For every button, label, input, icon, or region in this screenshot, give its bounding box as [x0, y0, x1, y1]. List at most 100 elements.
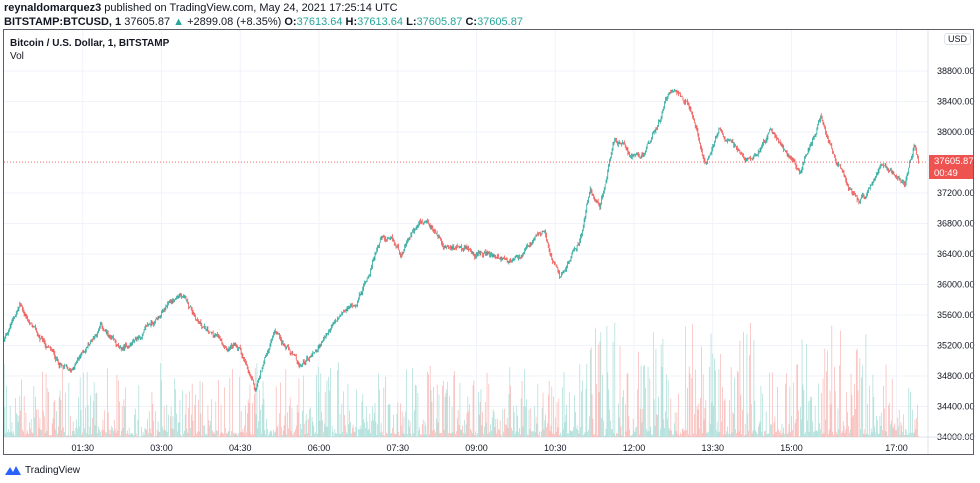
volume-bar [552, 433, 554, 437]
volume-bar [280, 382, 281, 437]
volume-bar [146, 429, 148, 437]
volume-bar [567, 433, 568, 437]
volume-bar [70, 416, 71, 437]
volume-bar [495, 419, 497, 437]
price-tick-label: 36800.00 [937, 219, 975, 229]
volume-bar [361, 401, 363, 437]
volume-bar [775, 432, 777, 437]
volume-bar [718, 369, 720, 437]
volume-bar [848, 426, 849, 437]
volume-bar [95, 393, 97, 437]
volume-bar [620, 426, 622, 437]
volume-bar [328, 376, 330, 437]
volume-bar [97, 432, 99, 437]
volume-bar [214, 434, 216, 437]
volume-bar [906, 434, 908, 437]
volume-bar [524, 369, 526, 437]
volume-bar [687, 387, 688, 437]
volume-bar [914, 419, 916, 437]
volume-bar [704, 407, 706, 437]
volume-bar [900, 422, 902, 437]
volume-bar [655, 348, 657, 437]
volume-bar [819, 423, 820, 437]
volume-bar [659, 429, 661, 437]
volume-bar [732, 412, 734, 437]
volume-bar [326, 380, 328, 437]
author[interactable]: reynaldomarquez3 [4, 2, 102, 14]
volume-bar [756, 432, 757, 437]
volume-bar [850, 373, 852, 437]
volume-bar [596, 384, 597, 437]
volume-bar [125, 387, 127, 437]
volume-bar [407, 433, 408, 437]
volume-bar [686, 429, 687, 437]
time-tick-label: 12:00 [623, 443, 646, 453]
volume-bar [463, 419, 465, 437]
volume-bar [333, 436, 335, 437]
volume-bar [688, 366, 690, 437]
volume-bar [475, 431, 477, 437]
volume-bar [74, 434, 76, 437]
volume-bar [338, 433, 340, 437]
volume-bar [565, 414, 567, 437]
volume-bar [832, 431, 834, 437]
volume-bar [239, 376, 240, 437]
volume-bar [533, 431, 534, 437]
volume-bar [606, 326, 608, 437]
tradingview-logo[interactable]: TradingView [4, 464, 80, 476]
volume-bar [415, 385, 417, 437]
volume-bar [876, 415, 877, 437]
volume-bar [776, 431, 778, 437]
volume-bar [517, 415, 519, 437]
volume-bar [331, 425, 333, 437]
volume-bar [601, 418, 603, 437]
volume-bar [87, 404, 89, 437]
volume-bar [226, 433, 228, 437]
volume-bar [752, 430, 754, 437]
volume-bar [349, 410, 351, 437]
volume-bar [51, 423, 53, 437]
volume-bar [499, 420, 501, 437]
volume-bar [86, 372, 88, 437]
volume-bar [831, 325, 833, 437]
volume-bar [444, 396, 446, 437]
volume-bar [24, 435, 26, 437]
volume-bar [229, 377, 231, 437]
volume-bar [275, 386, 277, 437]
volume-bar [580, 426, 582, 437]
volume-bar [839, 365, 841, 437]
volume-bar [867, 404, 869, 437]
volume-bar [4, 407, 6, 437]
volume-bar [162, 429, 164, 437]
currency-button[interactable]: USD [944, 33, 972, 45]
volume-bar [612, 341, 614, 437]
volume-bar [833, 434, 834, 437]
volume-bar [904, 434, 905, 437]
volume-bar [93, 382, 95, 437]
volume-bar [685, 326, 687, 437]
volume-bar [722, 387, 723, 437]
volume-bar [583, 433, 585, 437]
volume-bar [84, 428, 85, 437]
volume-bar [417, 393, 419, 437]
volume-bar [547, 394, 549, 437]
volume-bar [653, 399, 655, 437]
brand-name: TradingView [25, 464, 81, 476]
volume-bar [797, 364, 799, 437]
volume-bar [884, 431, 886, 437]
volume-bar [286, 434, 288, 437]
volume-bar [36, 409, 37, 437]
volume-bar [266, 418, 267, 437]
volume-bar [837, 408, 839, 437]
volume-bar [866, 433, 868, 437]
volume-bar [209, 425, 211, 437]
volume-bar [813, 431, 814, 437]
volume-bar [432, 430, 434, 437]
volume-bar [259, 389, 260, 437]
volume-bar [363, 419, 365, 437]
volume-bar [175, 389, 176, 437]
volume-bar [666, 374, 667, 437]
volume-bar [582, 380, 583, 437]
volume-bar [490, 424, 491, 437]
